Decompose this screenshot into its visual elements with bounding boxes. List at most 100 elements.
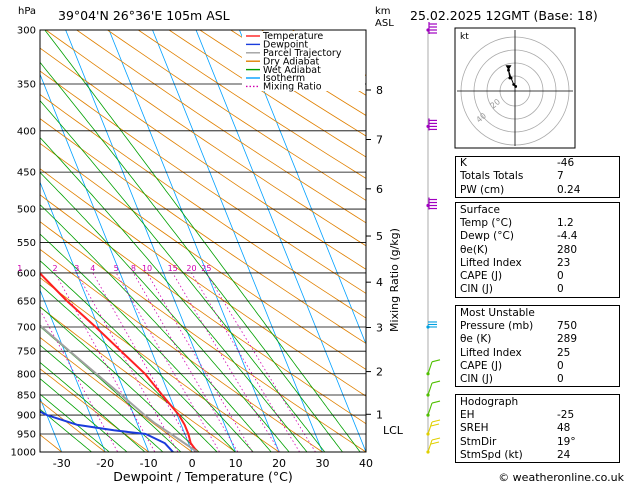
indices-label: K <box>460 157 467 169</box>
surface-row: CIN (J) 0 <box>456 283 619 296</box>
km-label: km <box>375 6 391 17</box>
pressure-tick-label: 1000 <box>11 448 36 459</box>
dry-adiabat-line <box>45 30 366 247</box>
surface-value: 280 <box>557 243 578 256</box>
wind-barb-flag <box>431 437 441 441</box>
isotherm-line <box>108 30 280 452</box>
wet-adiabat-line <box>40 393 110 452</box>
legend-entry: Isotherm <box>263 73 305 84</box>
mixing-ratio-label: 15 <box>168 264 178 273</box>
wind-barb <box>426 197 437 210</box>
hodograph-table-row: EH -25 <box>456 409 619 422</box>
wet-adiabat-line <box>40 306 200 452</box>
pressure-tick-label: 450 <box>17 168 36 179</box>
hodograph-table-label: StmSpd (kt) <box>460 448 523 461</box>
temperature-line <box>40 271 199 452</box>
wind-barb <box>426 321 437 329</box>
dry-adiabat-line <box>168 30 366 158</box>
plot-frame <box>39 29 367 453</box>
temperature-tick-label: -30 <box>53 457 71 470</box>
legend-background <box>242 31 365 91</box>
wind-barb <box>426 437 441 454</box>
hodograph-table-label: SREH <box>460 422 489 435</box>
legend-entry: Dry Adiabat <box>263 56 320 67</box>
hodograph-table-row: SREH 48 <box>456 422 619 435</box>
temperature-tick-label: 30 <box>316 457 330 470</box>
km-tick-label: 5 <box>376 230 383 243</box>
surface-row: Temp (°C) 1.2 <box>456 217 619 230</box>
hodograph-table-label: StmDir <box>460 435 497 448</box>
wind-barb-staff <box>427 382 433 396</box>
pressure-tick-label: 900 <box>17 411 36 422</box>
most-unstable-value: 0 <box>557 373 564 386</box>
legend-entry: Parcel Trajectory <box>263 48 342 59</box>
temperature-tick-label: 10 <box>229 457 243 470</box>
surface-label: Lifted Index <box>460 256 522 269</box>
most-unstable-label: θe (K) <box>460 333 492 346</box>
hodograph-table-value: -25 <box>557 409 575 421</box>
wind-barb <box>426 400 441 417</box>
hodograph-table-row: StmDir 19° <box>456 436 619 449</box>
dry-adiabat-line <box>40 168 366 397</box>
mixing-ratio-line <box>115 272 221 452</box>
surface-value: 1.2 <box>557 217 574 229</box>
mixing-ratio-label: 5 <box>114 264 119 273</box>
mixing-ratio-label: 1 <box>17 264 22 273</box>
mixing-ratio-line <box>40 309 119 452</box>
mixing-ratio-label: 3 <box>74 264 79 273</box>
indices-value: 0.24 <box>557 183 581 196</box>
axes: 3003504004505005506006507007508008509009… <box>11 26 404 471</box>
indices-table: K -46 Totals Totals 7 PW (cm) 0.24 <box>455 156 620 198</box>
indices-row: Totals Totals 7 <box>456 170 619 183</box>
surface-title: Surface <box>460 204 501 216</box>
km-tick-label: 7 <box>376 133 383 146</box>
dry-adiabat-line <box>40 47 366 270</box>
dry-adiabat-line <box>40 70 366 294</box>
most-unstable-value: 750 <box>557 320 578 332</box>
surface-row: Dewp (°C) -4.4 <box>456 230 619 243</box>
mixing-ratio-line <box>191 272 301 452</box>
km-tick-label: 2 <box>376 366 383 379</box>
most-unstable-value: 25 <box>557 346 571 359</box>
x-axis-title: Dewpoint / Temperature (°C) <box>113 469 292 484</box>
surface-value: 0 <box>557 283 564 296</box>
surface-value: 23 <box>557 256 571 269</box>
mixing-ratio-line <box>92 272 196 452</box>
km-tick-label: 6 <box>376 183 383 196</box>
wind-barb-flag <box>431 400 441 404</box>
surface-label: θe(K) <box>460 243 488 256</box>
most-unstable-value: 289 <box>557 333 578 346</box>
copyright: © weatheronline.co.uk <box>498 471 624 484</box>
dry-adiabat-line <box>76 30 366 224</box>
hodograph-point <box>508 76 512 80</box>
mixing-ratio-label: 25 <box>201 264 211 273</box>
wind-barb <box>426 419 441 436</box>
wet-adiabat-line <box>40 408 93 452</box>
pressure-tick-label: 800 <box>17 369 36 380</box>
pressure-tick-label: 400 <box>17 126 36 137</box>
km-tick-label: 3 <box>376 321 383 334</box>
asl-label: ASL <box>375 18 394 29</box>
hodograph-table-row: StmSpd (kt) 24 <box>456 449 619 462</box>
surface-value: -4.4 <box>557 230 578 243</box>
indices-row: PW (cm) 0.24 <box>456 184 619 197</box>
surface-row: θe(K) 280 <box>456 244 619 257</box>
isotherm-line <box>40 289 106 452</box>
most-unstable-value: 0 <box>557 359 564 372</box>
wet-adiabat-line <box>40 344 164 452</box>
most-unstable-label: CAPE (J) <box>460 359 503 372</box>
wind-barb-staff <box>427 402 433 416</box>
mixing-ratio-axis-title: Mixing Ratio (g/kg) <box>388 228 401 332</box>
wind-barb <box>426 380 441 397</box>
most-unstable-row: θe (K) 289 <box>456 333 619 346</box>
legend-entry: Wet Adiabat <box>263 65 321 76</box>
wind-barb-flag <box>431 419 441 423</box>
wind-barb-flag <box>431 380 441 384</box>
legend-entry: Mixing Ratio <box>263 82 322 93</box>
pressure-tick-label: 850 <box>17 391 36 402</box>
indices-value: 7 <box>557 170 564 183</box>
plot-area <box>40 30 366 452</box>
indices-value: -46 <box>557 157 575 169</box>
